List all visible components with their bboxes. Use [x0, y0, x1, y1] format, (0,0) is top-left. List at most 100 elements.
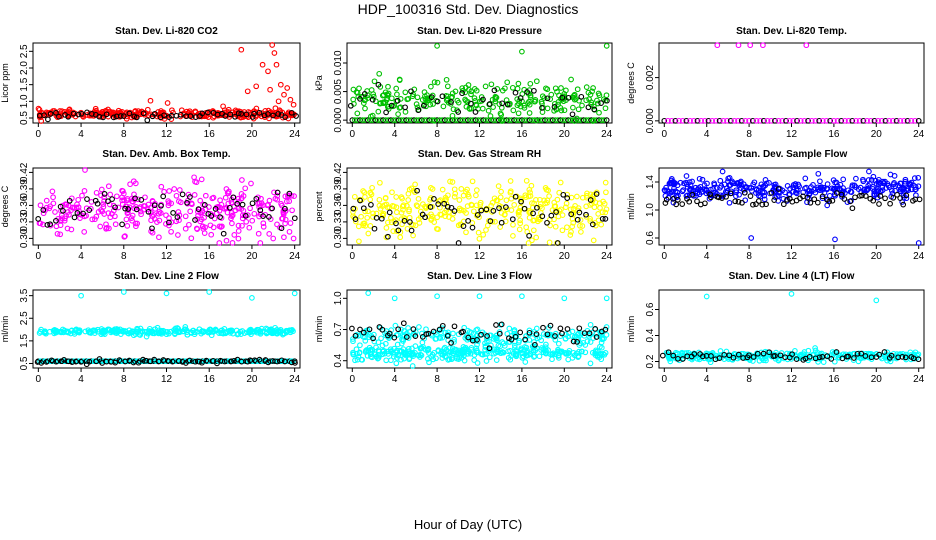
data-point	[138, 197, 145, 203]
data-point	[587, 339, 594, 345]
data-point	[746, 355, 752, 362]
x-tick-label: 16	[204, 251, 216, 262]
data-point	[357, 342, 363, 349]
data-point	[451, 336, 457, 343]
data-point	[353, 331, 360, 338]
data-point	[123, 216, 130, 223]
data-point	[735, 117, 741, 124]
data-point	[443, 76, 450, 83]
data-point	[428, 83, 434, 90]
data-point	[79, 192, 85, 199]
x-tick-label: 24	[913, 374, 925, 385]
data-point	[407, 219, 413, 225]
data-point	[517, 220, 524, 227]
data-point	[587, 197, 594, 203]
data-point	[465, 117, 471, 123]
data-point	[797, 352, 804, 358]
data-point	[523, 177, 530, 184]
data-point	[371, 78, 378, 85]
data-point	[362, 117, 368, 123]
data-point	[287, 96, 294, 103]
y-tick-label: 0.010	[333, 50, 344, 75]
data-point	[902, 176, 909, 183]
data-point	[845, 353, 852, 360]
data-point	[52, 209, 58, 215]
data-point	[524, 117, 530, 123]
data-point	[285, 109, 292, 116]
data-point	[530, 227, 537, 234]
data-point	[586, 96, 592, 103]
data-point	[238, 46, 245, 53]
data-point	[356, 238, 362, 245]
data-point	[719, 168, 726, 175]
y-tick-label: 0.000	[645, 108, 656, 133]
data-point	[179, 191, 186, 198]
data-point	[65, 358, 72, 365]
data-point	[434, 79, 441, 86]
y-tick-label: 0.4	[333, 353, 344, 367]
data-point	[291, 215, 298, 222]
data-point	[46, 205, 53, 212]
data-point	[870, 184, 876, 190]
data-point	[498, 111, 505, 118]
data-point	[899, 351, 906, 357]
data-point	[538, 98, 545, 105]
data-point	[877, 193, 884, 199]
data-point	[441, 209, 448, 216]
data-point	[760, 117, 767, 124]
data-point	[202, 192, 209, 199]
data-point	[555, 340, 562, 347]
data-point	[382, 340, 389, 347]
data-point	[699, 353, 706, 360]
data-point	[575, 330, 582, 337]
data-point	[81, 188, 88, 194]
data-point	[356, 350, 363, 356]
data-point	[679, 117, 686, 124]
y-tick-label: 1.0	[19, 94, 30, 108]
data-point	[586, 330, 593, 337]
data-point	[532, 347, 539, 354]
data-point	[703, 293, 710, 300]
data-point	[251, 110, 257, 117]
data-point	[193, 179, 200, 186]
data-point	[362, 337, 369, 344]
data-point	[434, 293, 440, 300]
data-point	[522, 359, 529, 365]
data-point	[683, 193, 690, 199]
data-point	[391, 102, 398, 109]
data-point	[875, 185, 882, 192]
data-point	[816, 117, 823, 124]
data-point	[702, 117, 708, 124]
data-point	[425, 356, 431, 362]
data-point	[104, 225, 110, 231]
data-point	[480, 96, 486, 103]
y-tick-label: 0.5	[19, 356, 30, 370]
data-point	[772, 353, 778, 359]
data-point	[890, 117, 896, 124]
data-point	[583, 203, 590, 210]
data-point	[686, 179, 693, 185]
data-point	[200, 226, 207, 232]
data-point	[526, 329, 533, 336]
data-point	[523, 224, 530, 231]
data-point	[274, 189, 281, 196]
data-point	[281, 358, 288, 365]
data-point	[190, 327, 197, 334]
data-point	[231, 232, 238, 238]
data-point	[583, 97, 590, 104]
data-point	[109, 328, 116, 334]
data-point	[540, 324, 546, 331]
data-point	[726, 199, 733, 206]
data-point	[740, 181, 747, 188]
data-point	[409, 350, 416, 357]
data-point	[187, 113, 194, 119]
data-point	[370, 93, 377, 100]
x-tick-label: 12	[786, 129, 798, 140]
data-point	[548, 91, 555, 98]
data-point	[68, 327, 75, 334]
y-tick-label: 1.5	[19, 333, 30, 347]
data-point	[445, 192, 451, 199]
data-point	[694, 186, 701, 193]
data-point	[724, 117, 730, 124]
data-point	[188, 235, 195, 242]
